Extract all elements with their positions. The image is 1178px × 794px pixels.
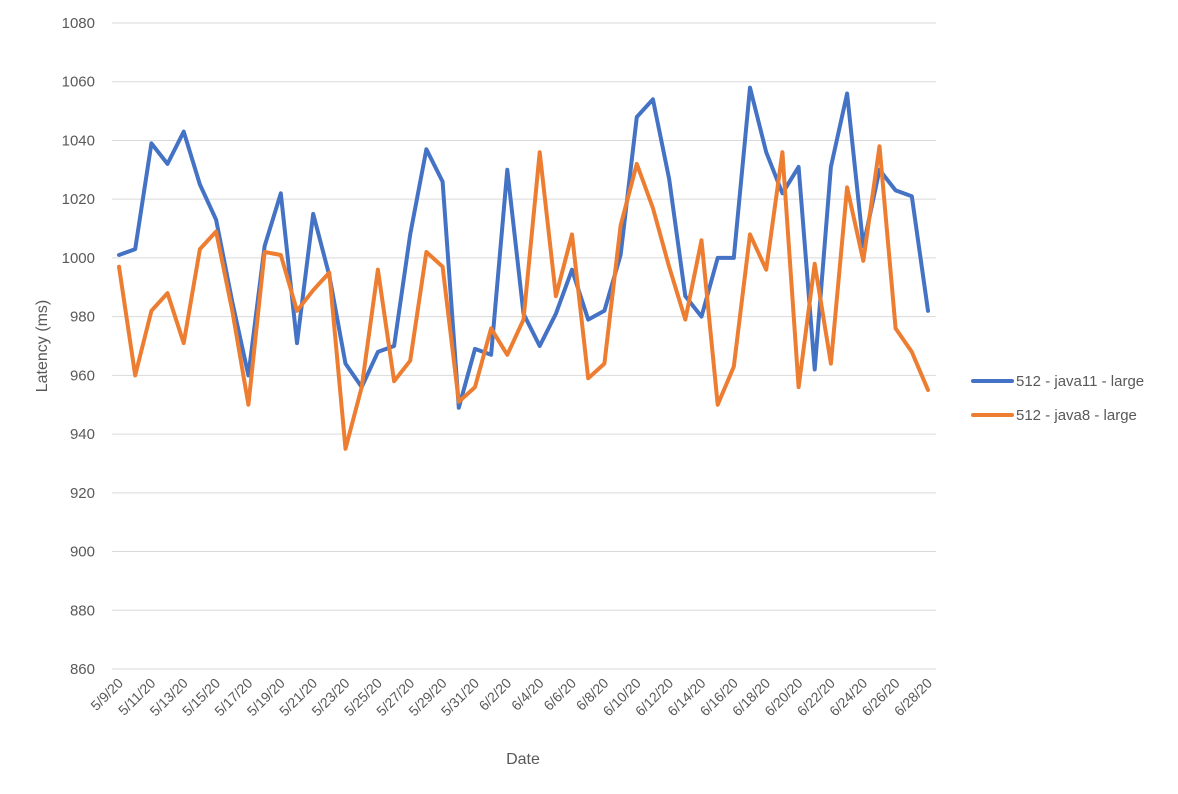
y-tick-label: 900 xyxy=(70,544,95,561)
x-axis-title: Date xyxy=(506,751,540,768)
y-tick-label: 880 xyxy=(70,602,95,619)
y-tick-label: 860 xyxy=(70,661,95,678)
y-tick-label: 1040 xyxy=(62,132,95,149)
y-tick-label: 1000 xyxy=(62,250,95,267)
legend: 512 - java11 - large 512 - java8 - large xyxy=(971,373,1144,424)
y-tick-label: 1060 xyxy=(62,74,95,91)
legend-label: 512 - java8 - large xyxy=(1016,407,1137,424)
y-tick-label: 1020 xyxy=(62,191,95,208)
series-lines xyxy=(117,85,930,451)
y-tick-label: 1080 xyxy=(62,15,95,32)
legend-label: 512 - java11 - large xyxy=(1016,373,1144,390)
y-tick-label: 980 xyxy=(70,309,95,326)
y-tick-label: 940 xyxy=(70,426,95,443)
series-line-2 xyxy=(117,144,930,451)
y-tick-label: 960 xyxy=(70,367,95,384)
y-axis-title: Latency (ms) xyxy=(34,300,51,392)
y-tick-label: 920 xyxy=(70,485,95,502)
y-axis-tick-labels: 860 880 900 920 940 960 980 1000 1020 1040 1060 108… xyxy=(62,15,95,678)
